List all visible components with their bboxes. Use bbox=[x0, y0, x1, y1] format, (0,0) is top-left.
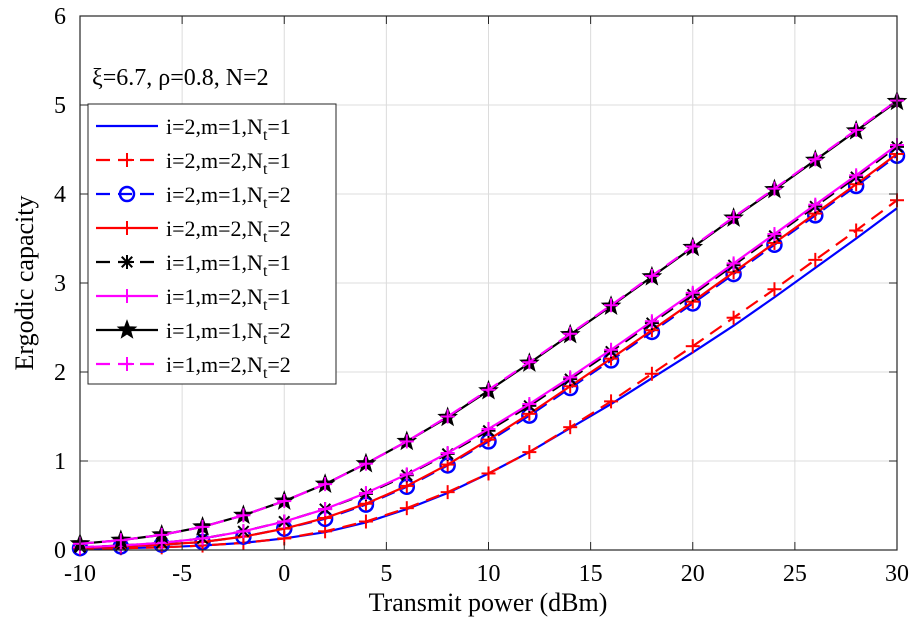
parameter-annotation: ξ=6.7, ρ=0.8, N=2 bbox=[92, 65, 269, 91]
y-tick-label: 6 bbox=[54, 4, 66, 30]
data-point bbox=[522, 397, 537, 412]
data-point bbox=[440, 445, 455, 460]
x-tick-label: 5 bbox=[380, 561, 392, 587]
legend-entry: i=2,m=2,Nt=1 bbox=[96, 148, 291, 178]
data-point bbox=[726, 256, 741, 271]
data-point bbox=[399, 467, 414, 482]
data-point bbox=[644, 314, 659, 329]
data-point bbox=[481, 421, 496, 436]
legend-entry: i=1,m=1,Nt=2 bbox=[96, 318, 291, 348]
y-tick-label: 2 bbox=[54, 360, 66, 386]
data-point bbox=[563, 370, 578, 385]
data-point bbox=[522, 445, 537, 460]
data-point bbox=[808, 152, 823, 167]
data-point bbox=[277, 514, 292, 529]
y-tick-label: 0 bbox=[54, 538, 66, 564]
legend-label: i=2,m=2,Nt=1 bbox=[166, 148, 291, 178]
data-point bbox=[808, 197, 823, 212]
x-tick-label: 25 bbox=[783, 561, 807, 587]
legend-entry: i=2,m=2,Nt=2 bbox=[96, 216, 291, 246]
data-point bbox=[849, 122, 864, 137]
data-point bbox=[604, 298, 619, 313]
x-tick-label: 0 bbox=[278, 561, 290, 587]
data-point bbox=[236, 524, 251, 539]
axis-ticks: -10 -5 0 5 10 15 20 25 30 0 1 2 3 4 5 6 bbox=[54, 4, 909, 587]
x-tick-label: -10 bbox=[64, 561, 96, 587]
legend-label: i=2,m=2,Nt=2 bbox=[166, 216, 291, 246]
data-point bbox=[644, 366, 659, 381]
x-tick-label: 10 bbox=[477, 561, 501, 587]
data-point bbox=[604, 342, 619, 357]
data-point bbox=[236, 508, 251, 523]
y-tick-label: 3 bbox=[54, 271, 66, 297]
legend-label: i=1,m=1,Nt=2 bbox=[166, 318, 291, 348]
data-point bbox=[318, 502, 333, 517]
x-axis-label: Transmit power (dBm) bbox=[369, 588, 608, 617]
data-point bbox=[726, 310, 741, 325]
legend-label: i=1,m=2,Nt=1 bbox=[166, 284, 291, 314]
x-tick-label: -5 bbox=[172, 561, 192, 587]
data-point bbox=[685, 339, 700, 354]
data-point bbox=[644, 268, 659, 283]
data-point bbox=[358, 456, 373, 471]
y-axis-label: Ergodic capacity bbox=[10, 196, 39, 371]
data-point bbox=[522, 355, 537, 370]
data-point bbox=[440, 485, 455, 500]
data-point bbox=[563, 420, 578, 435]
x-tick-label: 30 bbox=[885, 561, 909, 587]
series-layer bbox=[69, 90, 908, 557]
data-point bbox=[195, 519, 210, 534]
data-point bbox=[481, 466, 496, 481]
data-point bbox=[277, 494, 292, 509]
legend-label: i=1,m=2,Nt=2 bbox=[166, 352, 291, 382]
y-tick-label: 1 bbox=[54, 449, 66, 475]
data-point bbox=[318, 477, 333, 492]
data-point bbox=[685, 239, 700, 254]
y-tick-label: 4 bbox=[54, 182, 66, 208]
data-point bbox=[154, 527, 169, 542]
data-point bbox=[399, 434, 414, 449]
data-point bbox=[358, 486, 373, 501]
legend-box bbox=[87, 103, 337, 385]
legend-entry: i=2,m=1,Nt=2 bbox=[96, 182, 291, 212]
data-point bbox=[358, 514, 373, 529]
legend-label: i=1,m=1,Nt=1 bbox=[166, 250, 291, 280]
data-point bbox=[563, 326, 578, 341]
legend-label: i=2,m=1,Nt=2 bbox=[166, 182, 291, 212]
data-point bbox=[604, 394, 619, 409]
data-point bbox=[808, 252, 823, 267]
data-point bbox=[726, 210, 741, 225]
data-point bbox=[849, 223, 864, 238]
legend-entry: i=1,m=2,Nt=1 bbox=[96, 284, 291, 314]
legend-entry: i=1,m=1,Nt=1 bbox=[96, 250, 291, 280]
data-point bbox=[849, 168, 864, 183]
data-point bbox=[685, 285, 700, 300]
data-point bbox=[767, 181, 782, 196]
data-point bbox=[767, 227, 782, 242]
data-point bbox=[399, 501, 414, 516]
data-point bbox=[767, 282, 782, 297]
data-point bbox=[113, 533, 128, 548]
x-tick-label: 20 bbox=[681, 561, 705, 587]
legend-entry: i=1,m=2,Nt=2 bbox=[96, 352, 291, 382]
x-tick-label: 15 bbox=[579, 561, 603, 587]
legend: i=2,m=1,Nt=1 i=2,m=2,Nt=1 i=2,m=1,Nt=2 i=2,… bbox=[87, 103, 337, 385]
data-point bbox=[481, 382, 496, 397]
y-tick-label: 5 bbox=[54, 93, 66, 119]
data-point bbox=[440, 409, 455, 424]
legend-entry: i=2,m=1,Nt=1 bbox=[96, 114, 291, 144]
legend-label: i=2,m=1,Nt=1 bbox=[166, 114, 291, 144]
